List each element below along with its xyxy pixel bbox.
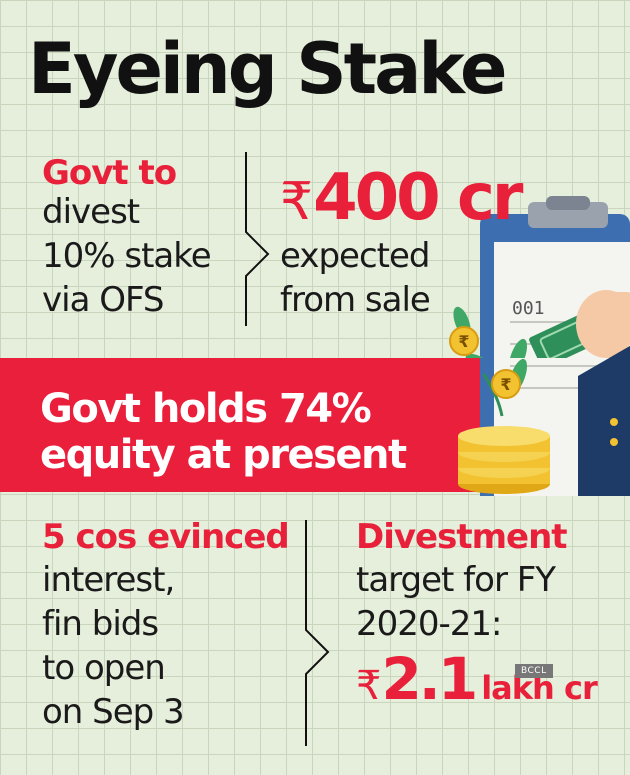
sale-block: ₹400 cr expected from sale [280, 166, 523, 322]
divest-line: divest [42, 191, 140, 232]
hand-shape [576, 290, 630, 358]
target-amount: 2.1 [381, 644, 478, 713]
interest-line: on Sep 3 [42, 691, 185, 732]
doc-number: 001 [512, 298, 545, 319]
divider-top [236, 150, 276, 330]
sale-line: from sale [280, 280, 431, 320]
interest-line: fin bids [42, 603, 159, 644]
coin-symbol: ₹ [458, 332, 469, 351]
banner-line: equity at present [40, 432, 407, 478]
sale-amount: 400 cr [313, 161, 523, 235]
divider-bottom [296, 518, 336, 750]
target-line: target for FY [356, 559, 556, 600]
interest-block: 5 cos evinced interest, fin bids to open… [42, 517, 290, 734]
banner-text: Govt holds 74% equity at present [40, 386, 407, 478]
interest-line: to open [42, 647, 166, 688]
target-block: Divestment target for FY 2020-21: ₹2.1 la… [356, 517, 598, 709]
target-line: 2020-21: [356, 603, 503, 644]
interest-lead: 5 cos evinced [42, 517, 290, 557]
divest-line: 10% stake [42, 235, 212, 276]
target-lead: Divestment [356, 517, 568, 557]
divest-line: via OFS [42, 279, 165, 320]
interest-line: interest, [42, 559, 175, 600]
target-currency: ₹ [356, 662, 382, 709]
divest-block: Govt to divest 10% stake via OFS [42, 153, 212, 322]
divest-lead: Govt to [42, 153, 177, 193]
credit-badge: BCCL [515, 664, 553, 678]
page-title: Eyeing Stake [28, 28, 507, 110]
sale-line: expected [280, 236, 430, 276]
banner-line: Govt holds 74% [40, 386, 372, 432]
coin-shape [449, 326, 479, 356]
sale-currency: ₹ [280, 172, 314, 232]
